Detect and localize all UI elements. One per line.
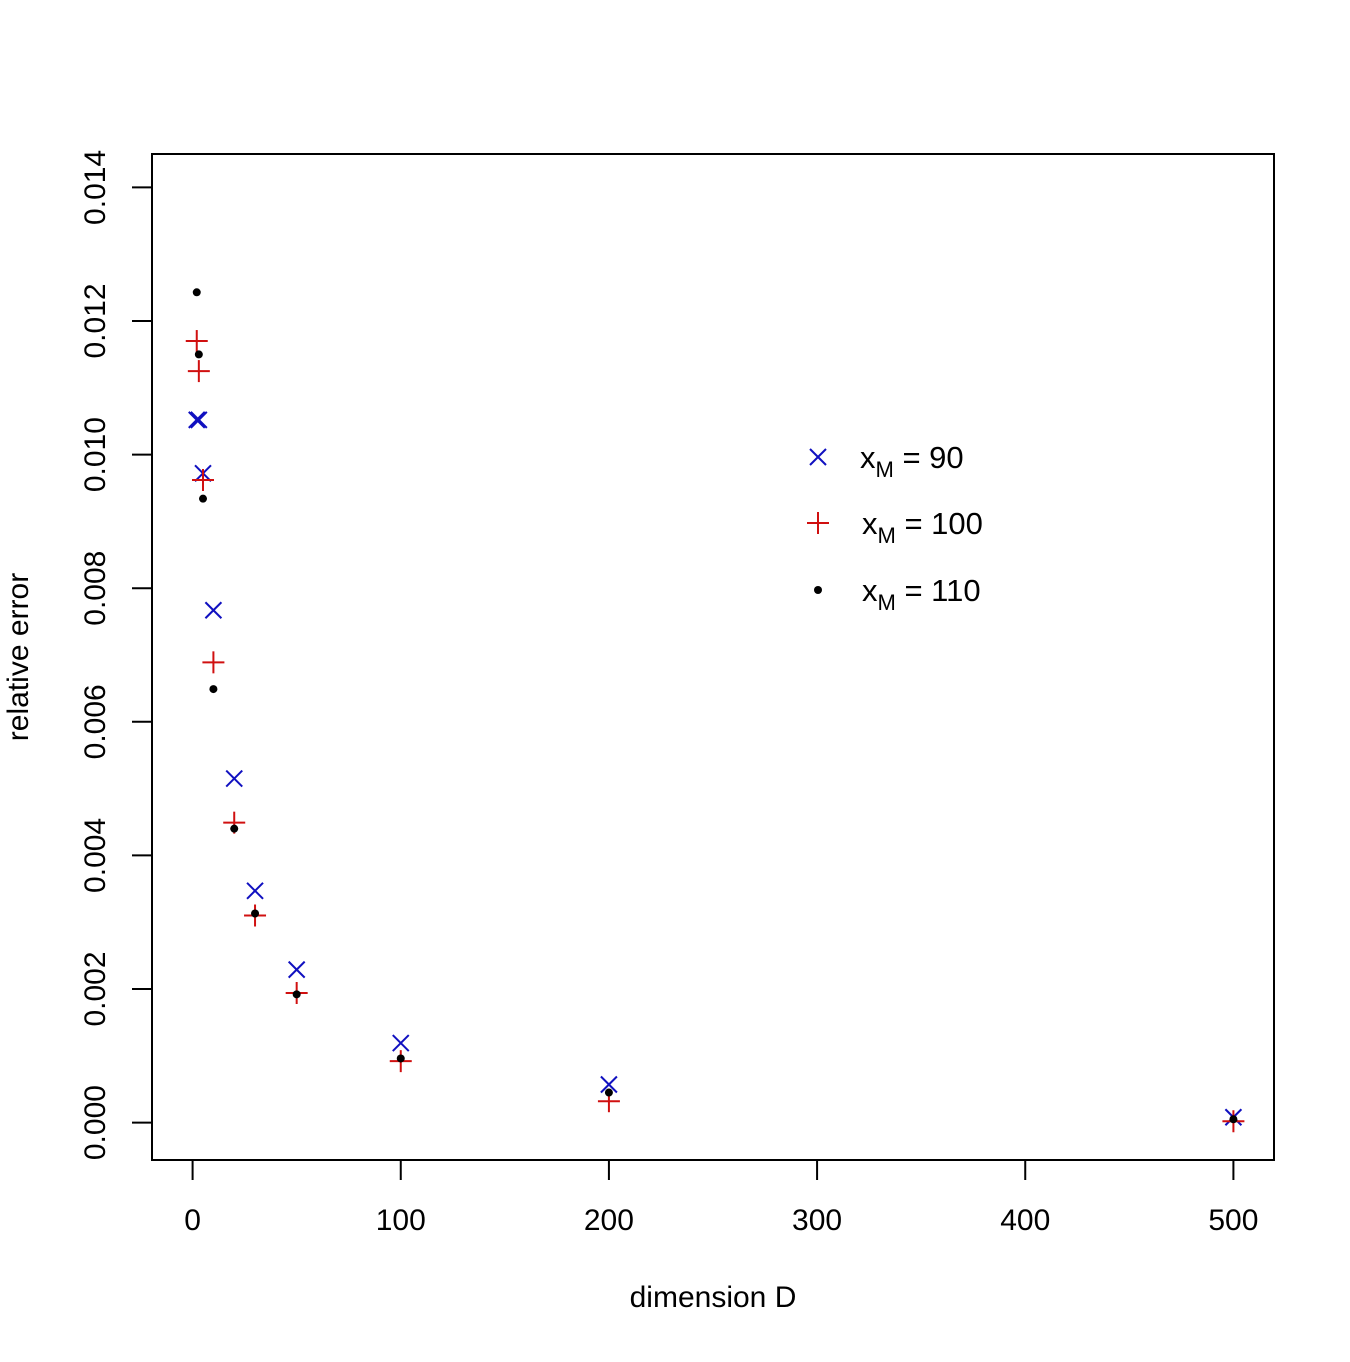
- data-point: [230, 824, 239, 833]
- data-point: [192, 468, 214, 491]
- x-axis: 0 100 200 300 400 500: [184, 1159, 1258, 1237]
- y-axis: 0.000 0.002 0.004 0.006 0.008 0.010 0.012 0.014: [79, 150, 153, 1160]
- y-tick-label: 0.002: [79, 951, 112, 1026]
- legend-label: xM = 90: [860, 440, 964, 482]
- data-point: [392, 1034, 410, 1052]
- legend-item: xM = 110: [814, 573, 981, 615]
- data-point: [199, 494, 207, 503]
- data-point: [188, 411, 206, 429]
- data-point: [187, 360, 210, 383]
- x-tick-label: 200: [584, 1204, 634, 1237]
- legend-label: xM = 100: [862, 506, 983, 548]
- legend-label: xM = 110: [862, 573, 981, 615]
- y-tick-label: 0.004: [79, 818, 112, 893]
- data-point: [396, 1054, 405, 1063]
- data-point: [251, 909, 260, 918]
- x-tick-label: 300: [792, 1204, 842, 1237]
- data-point: [604, 1088, 613, 1097]
- y-axis-label: relative error: [2, 573, 35, 741]
- data-point: [209, 685, 218, 694]
- legend-marker: [809, 448, 827, 466]
- data-point: [194, 350, 203, 359]
- data-point: [190, 411, 208, 429]
- data-point: [192, 288, 201, 297]
- data-point: [185, 330, 208, 353]
- y-tick-label: 0.000: [79, 1085, 112, 1160]
- x-tick-label: 100: [376, 1204, 426, 1237]
- y-tick-label: 0.012: [79, 283, 112, 358]
- legend: xM = 90 xM = 100 xM = 110: [807, 440, 983, 615]
- data-point: [1229, 1115, 1238, 1124]
- x-tick-label: 0: [184, 1204, 201, 1237]
- series-2: [192, 288, 1238, 1124]
- y-tick-label: 0.014: [79, 150, 112, 225]
- series-0: [188, 411, 1243, 1126]
- legend-item: xM = 90: [809, 440, 964, 482]
- data-point: [204, 601, 223, 619]
- data-points: [185, 288, 1245, 1133]
- legend-marker: [807, 512, 829, 534]
- data-point: [292, 990, 301, 999]
- data-point: [225, 769, 243, 788]
- legend-item: xM = 100: [807, 506, 983, 548]
- data-point: [287, 960, 306, 979]
- x-tick-label: 400: [1000, 1204, 1050, 1237]
- data-point: [246, 882, 264, 900]
- y-tick-label: 0.008: [79, 551, 112, 626]
- y-tick-label: 0.010: [79, 417, 112, 492]
- legend-marker: [814, 586, 822, 594]
- y-tick-label: 0.006: [79, 684, 112, 759]
- x-axis-label: dimension D: [630, 1281, 797, 1314]
- data-point: [600, 1075, 618, 1094]
- x-tick-label: 500: [1208, 1204, 1258, 1237]
- data-point: [202, 651, 225, 674]
